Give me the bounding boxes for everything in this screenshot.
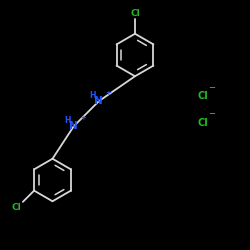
- Text: −: −: [208, 83, 215, 92]
- Text: H: H: [89, 91, 96, 100]
- Text: Cl: Cl: [198, 91, 208, 101]
- Text: Cl: Cl: [130, 8, 140, 18]
- Text: Cl: Cl: [12, 203, 22, 212]
- Text: H: H: [64, 116, 71, 125]
- Text: N: N: [94, 96, 103, 106]
- Text: Cl: Cl: [198, 118, 208, 128]
- Text: +: +: [106, 90, 112, 96]
- Text: +: +: [81, 115, 87, 121]
- Text: −: −: [208, 109, 215, 118]
- Text: N: N: [70, 121, 78, 131]
